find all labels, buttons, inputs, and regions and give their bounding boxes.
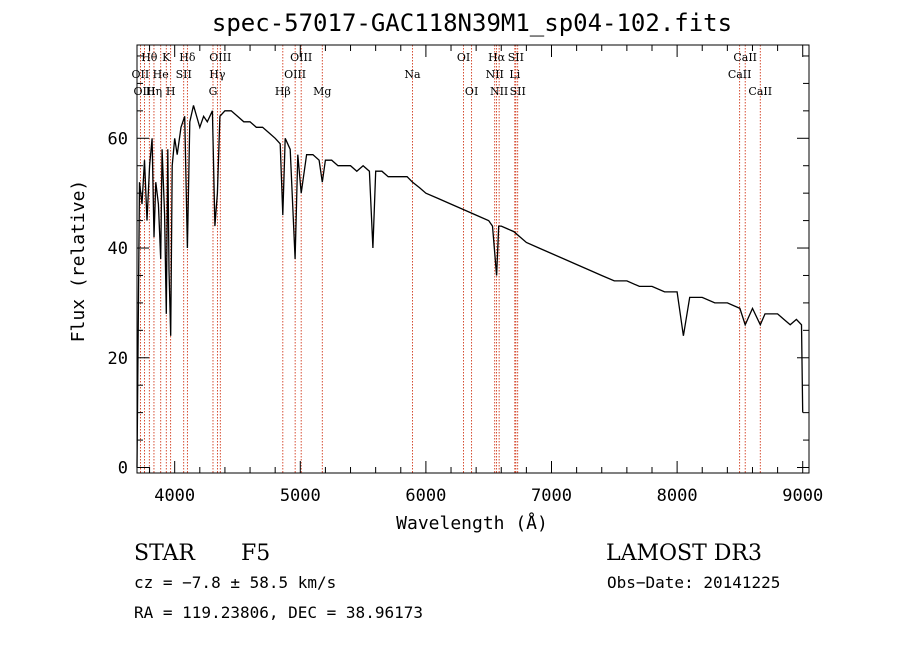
line-label-4: Hη [146, 85, 162, 98]
line-label-3: Hθ [141, 51, 158, 64]
line-label-15: Mg [313, 85, 331, 98]
line-label-17: OI [457, 51, 470, 64]
line-label-5: He [153, 68, 169, 81]
y-tick-label-2: 40 [108, 239, 128, 259]
line-label-1: OII [132, 68, 150, 81]
plot-frame [136, 44, 810, 474]
line-label-16: Na [404, 68, 421, 81]
observation-date: Obs−Date: 20141225 [607, 573, 780, 592]
x-tick-label-1: 5000 [280, 486, 321, 506]
line-label-22: SII [508, 51, 524, 64]
line-label-25: CaII [733, 51, 757, 64]
line-label-13: OIII [284, 68, 306, 81]
line-label-27: CaII [748, 85, 772, 98]
line-label-10: Hγ [209, 68, 226, 81]
chart-title: spec-57017-GAC118N39M1_sp04-102.fits [212, 9, 732, 37]
x-tick-label-4: 8000 [657, 486, 698, 506]
line-label-21: NII [490, 85, 508, 98]
line-label-8: SII [176, 68, 192, 81]
line-label-24: SII [510, 85, 526, 98]
y-axis-label: Flux (relative) [68, 180, 89, 343]
line-label-0: Hδ [179, 51, 196, 64]
x-axis-ticks: 4000 5000 6000 7000 8000 9000 [149, 45, 823, 506]
spectrum-line [136, 105, 804, 468]
x-tick-label-3: 7000 [531, 486, 572, 506]
line-label-14: Hβ [275, 85, 291, 98]
x-tick-label-5: 9000 [782, 486, 823, 506]
y-tick-label-3: 60 [108, 129, 128, 149]
object-class: STAR [134, 541, 196, 566]
line-label-18: OI [465, 85, 478, 98]
line-label-2: OIII [134, 85, 156, 98]
y-tick-label-1: 20 [108, 349, 128, 369]
line-label-11: G [209, 85, 218, 98]
line-label-23: Li [509, 68, 520, 81]
line-label-19: Hα [488, 51, 506, 64]
line-label-26: CaII [728, 68, 752, 81]
x-axis-label: Wavelength (Å) [396, 512, 548, 534]
line-label-7: H [166, 85, 176, 98]
x-tick-label-0: 4000 [154, 486, 195, 506]
survey-name: LAMOST DR3 [606, 541, 762, 566]
y-tick-label-0: 0 [118, 459, 128, 479]
line-label-9: OIII [209, 51, 231, 64]
line-label-12: OIII [290, 51, 312, 64]
x-tick-label-2: 6000 [405, 486, 446, 506]
line-label-6: K [162, 51, 171, 64]
y-axis-ticks: 0 20 40 60 [108, 55, 809, 479]
line-label-20: NII [486, 68, 504, 81]
redshift-info: cz = −7.8 ± 58.5 km/s [134, 573, 336, 592]
sky-coordinates: RA = 119.23806, DEC = 38.96173 [134, 603, 423, 622]
object-subclass: F5 [241, 541, 270, 566]
